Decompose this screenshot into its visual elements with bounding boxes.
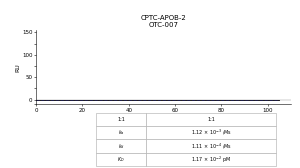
Bar (146, 113, 276, 126)
Bar (146, 139, 276, 153)
Text: $k_d$: $k_d$ (118, 142, 125, 151)
Text: 1.12 $\times$ 10$^{-3}$ /Ms: 1.12 $\times$ 10$^{-3}$ /Ms (190, 128, 232, 137)
Text: $k_a$: $k_a$ (118, 128, 124, 137)
Y-axis label: RU: RU (16, 63, 21, 72)
X-axis label: Time (s): Time (s) (151, 114, 176, 119)
Text: $K_D$: $K_D$ (117, 155, 125, 164)
Bar (146, 126, 276, 139)
Bar (96, 153, 146, 166)
Text: 1:1: 1:1 (117, 117, 125, 122)
Text: 1:1: 1:1 (207, 117, 215, 122)
Bar (146, 153, 276, 166)
Bar (96, 126, 146, 139)
Text: 1.17 $\times$ 10$^{-2}$ pM: 1.17 $\times$ 10$^{-2}$ pM (191, 154, 231, 165)
Bar (96, 113, 146, 126)
Bar (96, 139, 146, 153)
Title: CPTC-APOB-2
OTC-007: CPTC-APOB-2 OTC-007 (141, 15, 186, 28)
Text: 1.11 $\times$ 10$^{-4}$ /Ms: 1.11 $\times$ 10$^{-4}$ /Ms (190, 141, 232, 151)
